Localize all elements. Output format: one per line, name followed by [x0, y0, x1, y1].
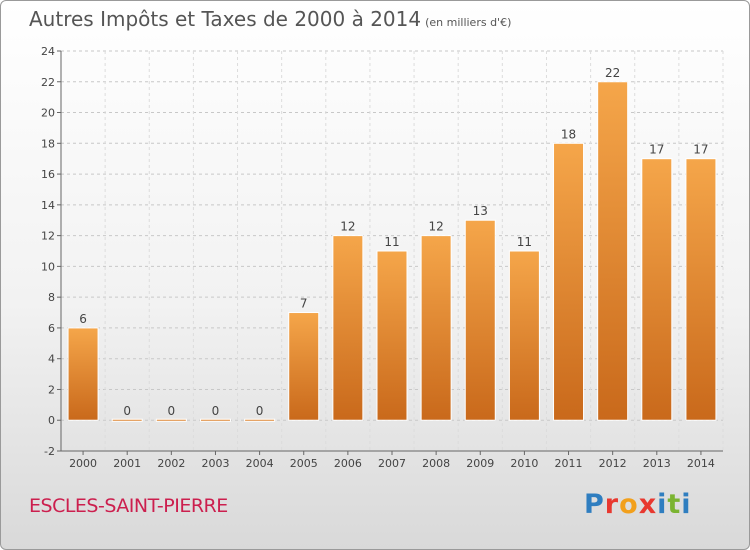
y-tick-label: 16 [41, 168, 55, 181]
x-tick-label: 2009 [466, 457, 494, 470]
data-label: 17 [693, 143, 708, 157]
proxiti-logo[interactable]: Proxiti [584, 489, 692, 520]
y-tick-label: 12 [41, 230, 55, 243]
x-tick-label: 2005 [290, 457, 318, 470]
bar [685, 158, 717, 421]
y-tick-label: 10 [41, 260, 55, 273]
bar [111, 418, 143, 422]
town-name: ESCLES-SAINT-PIERRE [29, 495, 228, 517]
y-tick-label: 14 [41, 199, 55, 212]
y-tick-label: 18 [41, 137, 55, 150]
data-label: 11 [517, 235, 532, 249]
y-tick-label: 20 [41, 107, 55, 120]
y-tick-label: 8 [48, 291, 55, 304]
y-tick-label: -2 [44, 445, 55, 458]
x-tick-label: 2008 [422, 457, 450, 470]
bar [464, 219, 496, 421]
bar [67, 327, 99, 421]
title-unit: (en milliers d'€) [425, 16, 512, 29]
x-tick-label: 2004 [246, 457, 274, 470]
bar [199, 418, 231, 422]
data-label: 0 [168, 404, 176, 418]
bar [597, 81, 629, 421]
y-tick-label: 22 [41, 76, 55, 89]
x-tick-label: 2007 [378, 457, 406, 470]
x-tick-label: 2011 [555, 457, 583, 470]
bar [332, 235, 364, 421]
data-label: 13 [473, 204, 488, 218]
data-label: 0 [256, 404, 264, 418]
x-tick-label: 2014 [687, 457, 715, 470]
data-label: 7 [300, 297, 308, 311]
y-tick-label: 2 [48, 383, 55, 396]
y-tick-label: 4 [48, 353, 55, 366]
bar [155, 418, 187, 422]
bar [508, 250, 540, 421]
y-tick-label: 24 [41, 45, 55, 58]
data-label: 12 [340, 220, 355, 234]
data-label: 17 [649, 143, 664, 157]
x-tick-label: 2003 [201, 457, 229, 470]
title-text: Autres Impôts et Taxes de 2000 à 2014 [29, 7, 422, 31]
x-tick-label: 2001 [113, 457, 141, 470]
bar [641, 158, 673, 421]
data-label: 0 [123, 404, 131, 418]
y-tick-label: 6 [48, 322, 55, 335]
data-label: 6 [79, 312, 87, 326]
y-tick-label: 0 [48, 414, 55, 427]
x-tick-label: 2012 [599, 457, 627, 470]
x-tick-label: 2013 [643, 457, 671, 470]
bar [553, 142, 585, 421]
chart-title: Autres Impôts et Taxes de 2000 à 2014 (en… [29, 7, 511, 31]
data-label: 22 [605, 66, 620, 80]
data-label: 11 [384, 235, 399, 249]
data-label: 0 [212, 404, 220, 418]
bar [244, 418, 276, 422]
data-label: 18 [561, 127, 576, 141]
x-tick-label: 2002 [157, 457, 185, 470]
x-tick-label: 2006 [334, 457, 362, 470]
bar [420, 235, 452, 421]
x-tick-label: 2000 [69, 457, 97, 470]
bar [288, 312, 320, 421]
data-label: 12 [428, 220, 443, 234]
x-tick-label: 2010 [510, 457, 538, 470]
bar [376, 250, 408, 421]
